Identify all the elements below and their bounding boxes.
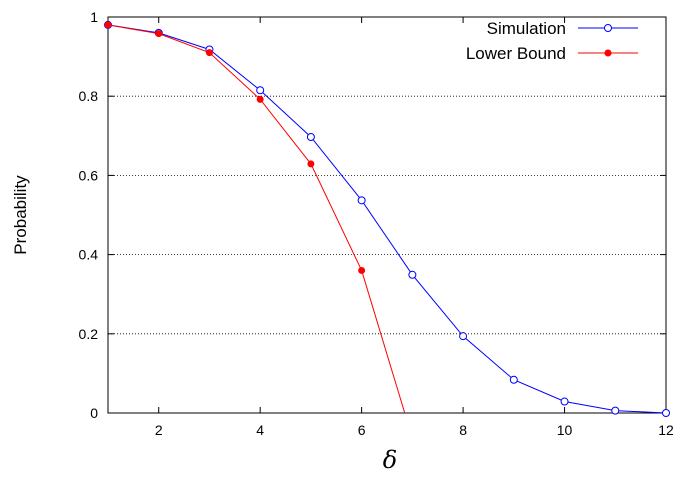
x-tick-label: 12	[658, 422, 674, 438]
y-axis-label: Probability	[11, 175, 30, 255]
x-axis-label: δ	[383, 446, 397, 474]
legend-marker-lower-bound	[604, 49, 612, 57]
y-tick-label: 0	[90, 405, 98, 421]
data-point-lower-bound	[205, 49, 213, 57]
x-tick-label: 10	[557, 422, 573, 438]
data-point-simulation	[662, 409, 670, 417]
data-point-lower-bound	[307, 160, 315, 168]
data-point-simulation	[560, 397, 569, 406]
series-line-simulation	[107, 24, 667, 414]
data-point-simulation	[306, 132, 315, 141]
legend-label-simulation: Simulation	[487, 19, 566, 38]
x-tick-labels: 2 4 6 8 10 12	[155, 422, 674, 438]
data-point-simulation	[357, 196, 366, 205]
x-tick-label: 8	[459, 422, 467, 438]
data-point-simulation	[509, 375, 518, 384]
legend-marker-simulation	[604, 24, 612, 32]
data-point-lower-bound	[104, 21, 112, 29]
data-point-simulation	[459, 332, 468, 341]
series-line-lower-bound	[107, 24, 406, 414]
plot-frame	[107, 16, 667, 414]
data-point-simulation	[256, 86, 265, 95]
y-tick-label: 0.8	[79, 88, 99, 104]
y-tick-labels: 0 0.2 0.4 0.6 0.8 1	[79, 9, 99, 421]
y-tick-label: 0.4	[79, 247, 99, 263]
series-lines	[104, 20, 670, 417]
data-point-simulation	[611, 406, 620, 415]
legend-label-lower-bound: Lower Bound	[466, 44, 566, 63]
y-tick-label: 0.2	[79, 326, 99, 342]
data-point-lower-bound	[358, 266, 366, 274]
grid-lines	[108, 95, 666, 335]
data-point-lower-bound	[256, 95, 264, 103]
legend: Simulation Lower Bound	[466, 19, 638, 63]
x-tick-label: 6	[358, 422, 366, 438]
x-tick-label: 4	[256, 422, 264, 438]
axis-ticks	[108, 16, 667, 414]
data-point-lower-bound	[155, 30, 163, 38]
x-tick-label: 2	[155, 422, 163, 438]
y-tick-label: 0.6	[79, 167, 99, 183]
data-point-simulation	[408, 270, 417, 279]
y-tick-label: 1	[90, 9, 98, 25]
